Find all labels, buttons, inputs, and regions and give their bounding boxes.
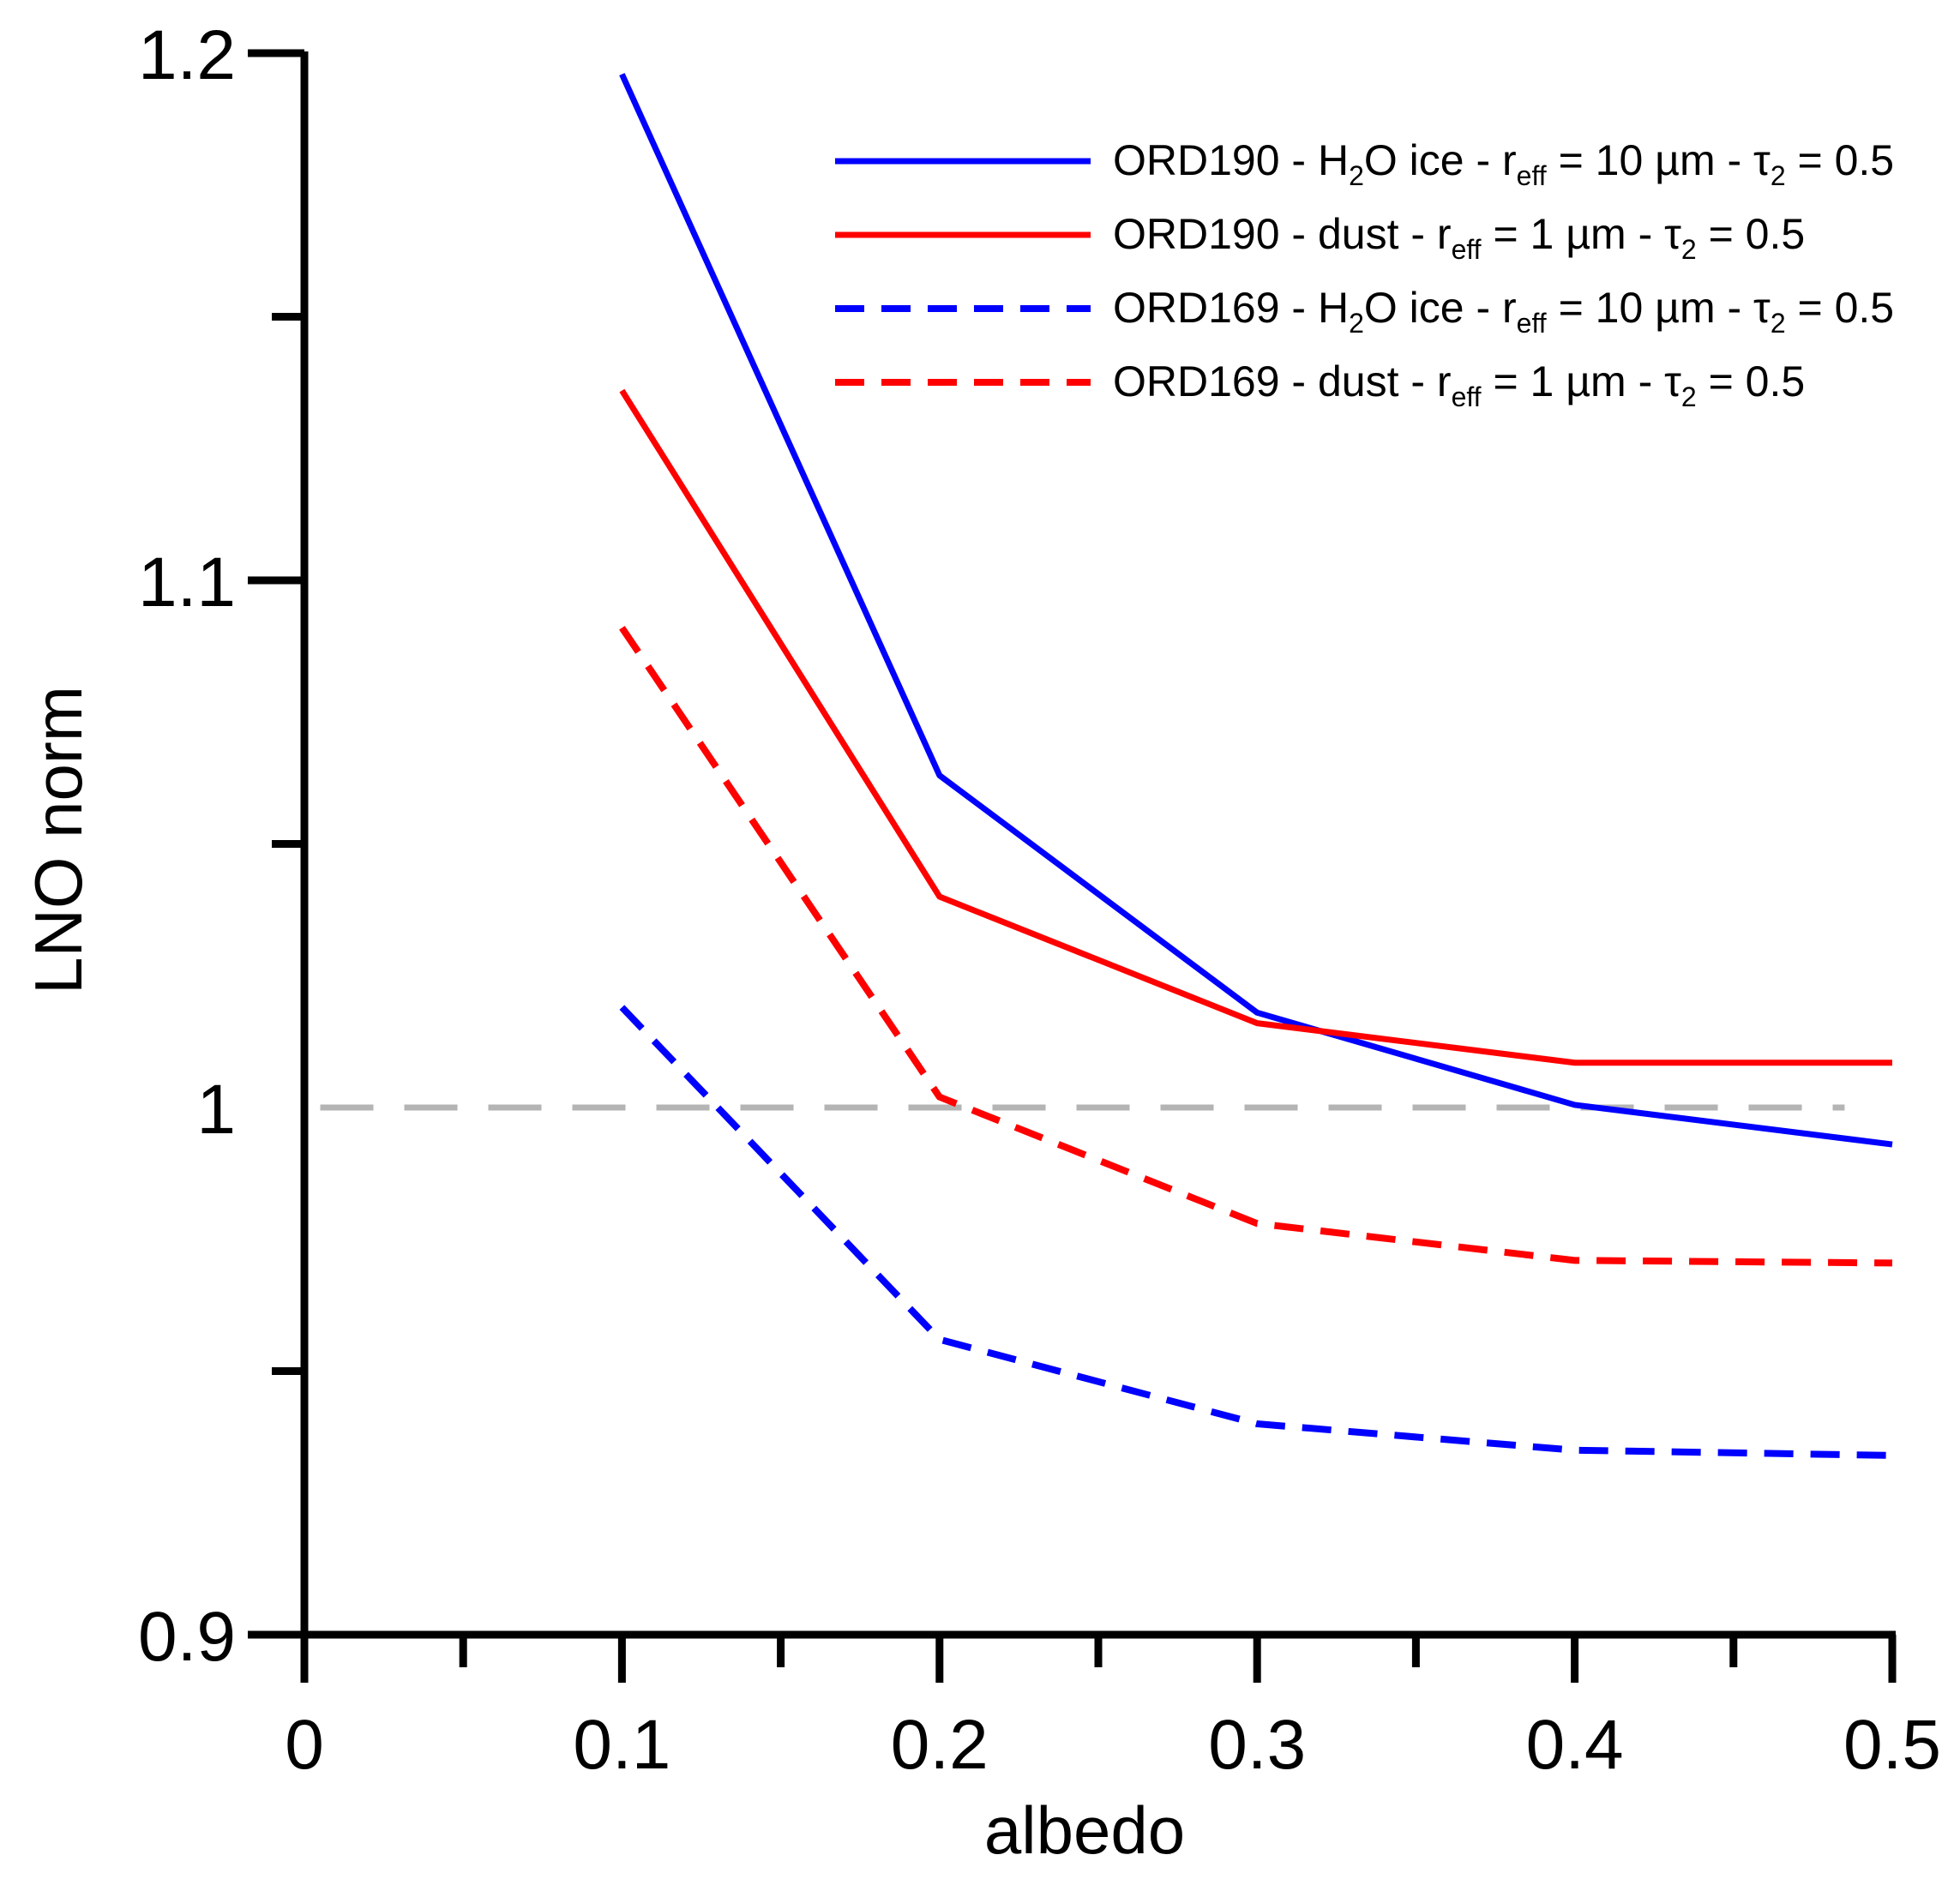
legend-label-part: = 0.5 [1786, 284, 1895, 332]
x-tick-label: 0.4 [1526, 1706, 1624, 1784]
x-tick-label: 0.3 [1208, 1706, 1306, 1784]
legend-label-subscript: eff [1452, 234, 1482, 265]
legend-label-subscript: eff [1517, 160, 1547, 191]
series-line-0 [619, 73, 1893, 1148]
legend-label-part: ORD190 - dust - r [1113, 210, 1452, 258]
y-axis-title: LNO norm [21, 686, 96, 994]
legend: ORD190 - H2O ice - reff = 10 µm - τ2 = 0… [835, 136, 1894, 412]
legend-label-subscript: 2 [1349, 160, 1364, 191]
y-tick-label: 1 [196, 1071, 236, 1149]
legend-label-part: = 10 µm - τ [1547, 136, 1771, 184]
x-tick-label: 0.1 [573, 1706, 670, 1784]
legend-label-subscript: 2 [1771, 160, 1786, 191]
legend-label-part: = 1 µm - τ [1482, 357, 1682, 405]
legend-label-subscript: eff [1517, 308, 1547, 339]
legend-label-part: ORD169 - H [1113, 284, 1349, 332]
y-tick-label: 1.1 [138, 543, 236, 621]
legend-label: ORD169 - H2O ice - reff = 10 µm - τ2 = 0… [1113, 284, 1894, 339]
legend-label: ORD190 - H2O ice - reff = 10 µm - τ2 = 0… [1113, 136, 1894, 191]
x-tick-label: 0 [285, 1706, 324, 1784]
legend-label: ORD169 - dust - reff = 1 µm - τ2 = 0.5 [1113, 357, 1805, 412]
x-tick-label: 0.5 [1843, 1706, 1941, 1784]
ticks-layer: 0 0.1 0.2 0.3 0.4 0.5 0.9 1 1.1 1.2 [138, 16, 1941, 1784]
legend-label-part: = 0.5 [1697, 210, 1806, 258]
legend-label-subscript: 2 [1771, 308, 1786, 339]
legend-label-subscript: 2 [1681, 381, 1697, 412]
legend-label-subscript: 2 [1349, 308, 1364, 339]
series-line-1 [619, 388, 1892, 1066]
legend-label-part: O ice - r [1364, 284, 1517, 332]
legend-label-part: ORD169 - dust - r [1113, 357, 1452, 405]
legend-label-part: = 10 µm - τ [1547, 284, 1771, 332]
legend-label-subscript: eff [1452, 381, 1482, 412]
series-layer [619, 73, 1893, 1459]
legend-label-subscript: 2 [1681, 234, 1697, 265]
series-line-2 [619, 1005, 1893, 1459]
legend-label-part: ORD190 - H [1113, 136, 1349, 184]
legend-label-part: = 0.5 [1697, 357, 1806, 405]
legend-label-part: O ice - r [1364, 136, 1517, 184]
y-tick-label: 0.9 [138, 1598, 236, 1676]
legend-entry-ord190-h2o-ice: ORD190 - H2O ice - reff = 10 µm - τ2 = 0… [835, 136, 1894, 191]
y-tick-label: 1.2 [138, 16, 236, 94]
x-axis-title: albedo [984, 1792, 1185, 1868]
legend-entry-ord169-dust: ORD169 - dust - reff = 1 µm - τ2 = 0.5 [835, 357, 1805, 412]
legend-label-part: = 0.5 [1786, 136, 1895, 184]
legend-label-part: = 1 µm - τ [1482, 210, 1682, 258]
legend-entry-ord169-h2o-ice: ORD169 - H2O ice - reff = 10 µm - τ2 = 0… [835, 284, 1894, 339]
legend-label: ORD190 - dust - reff = 1 µm - τ2 = 0.5 [1113, 210, 1805, 265]
legend-entry-ord190-dust: ORD190 - dust - reff = 1 µm - τ2 = 0.5 [835, 210, 1805, 265]
series-line-3 [619, 626, 1893, 1267]
x-tick-label: 0.2 [891, 1706, 989, 1784]
